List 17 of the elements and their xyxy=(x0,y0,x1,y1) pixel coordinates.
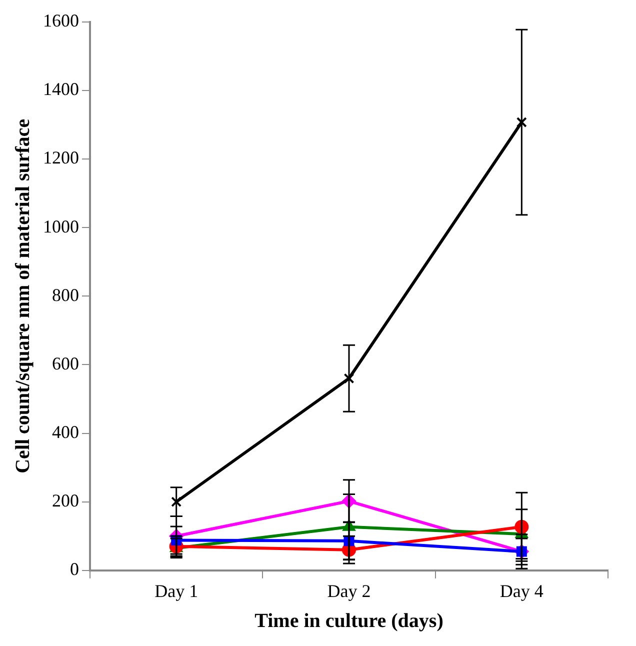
y-tick-label: 1200 xyxy=(43,148,79,168)
y-tick-label: 800 xyxy=(52,284,79,305)
x-axis-title: Time in culture (days) xyxy=(254,610,444,632)
point xyxy=(171,496,182,508)
y-tick-label: 1600 xyxy=(43,10,79,31)
x-tick-label: Day 4 xyxy=(500,580,544,601)
y-axis-title: Cell count/square mm of material surface xyxy=(12,118,34,474)
y-tick-label: 1400 xyxy=(43,79,79,100)
y-tick-label: 0 xyxy=(70,559,79,580)
point xyxy=(344,373,354,384)
y-tick-label: 1000 xyxy=(43,216,79,236)
y-tick-label: 400 xyxy=(52,422,79,442)
point xyxy=(516,117,527,128)
x-tick-label: Day 1 xyxy=(154,580,198,601)
x-tick-label: Day 2 xyxy=(327,580,371,601)
y-tick-label: 200 xyxy=(52,490,79,511)
y-tick-label: 600 xyxy=(52,353,79,374)
